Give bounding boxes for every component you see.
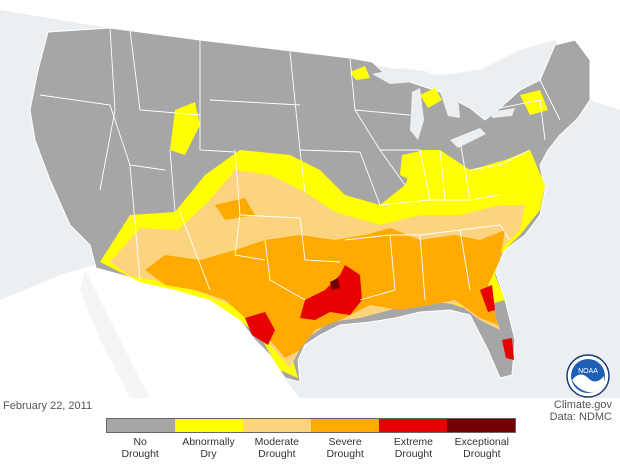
- noaa-logo-text: NOAA: [578, 368, 598, 375]
- legend-swatch-abnormally-dry: [175, 419, 243, 432]
- legend-swatch-moderate-drought: [243, 419, 311, 432]
- us-drought-map-svg: [0, 0, 620, 398]
- legend-label-severe-drought: Severe Drought: [326, 436, 364, 460]
- lake-michigan: [410, 88, 424, 140]
- legend-swatch-severe-drought: [311, 419, 379, 432]
- lake-ontario: [490, 108, 515, 118]
- legend-swatch-extreme-drought: [379, 419, 447, 432]
- exceptional-drought-area: [330, 278, 340, 290]
- legend-label-abnormally-dry: Abnormally Dry: [182, 436, 235, 460]
- credit-data: Data: NDMC: [549, 411, 612, 423]
- legend-label-extreme-drought: Extreme Drought: [393, 436, 434, 460]
- lake-erie: [450, 128, 486, 148]
- legend-labels: No Drought Abnormally Dry Moderate Drought …: [106, 433, 516, 460]
- legend-label-moderate-drought: Moderate Drought: [254, 436, 299, 460]
- lake-superior: [372, 68, 430, 84]
- legend: No Drought Abnormally Dry Moderate Drought …: [106, 418, 516, 460]
- map-date: February 22, 2011: [3, 400, 93, 412]
- legend-label-exceptional-drought: Exceptional Drought: [454, 436, 509, 460]
- drought-map: NOAA: [0, 0, 620, 398]
- map-credit: Climate.gov Data: NDMC: [550, 399, 612, 423]
- legend-swatch-no-drought: [107, 419, 175, 432]
- legend-color-bar: [106, 418, 516, 433]
- extreme-drought-areas: [245, 265, 514, 360]
- canada-land: [0, 0, 620, 110]
- legend-swatch-exceptional-drought: [447, 419, 515, 432]
- credit-source: Climate.gov: [553, 399, 612, 411]
- baja-peninsula: [80, 270, 150, 398]
- noaa-logo-icon: NOAA: [566, 354, 610, 398]
- lake-huron: [440, 92, 460, 118]
- state-borders: [39, 27, 561, 301]
- legend-label-no-drought: No Drought: [121, 436, 159, 460]
